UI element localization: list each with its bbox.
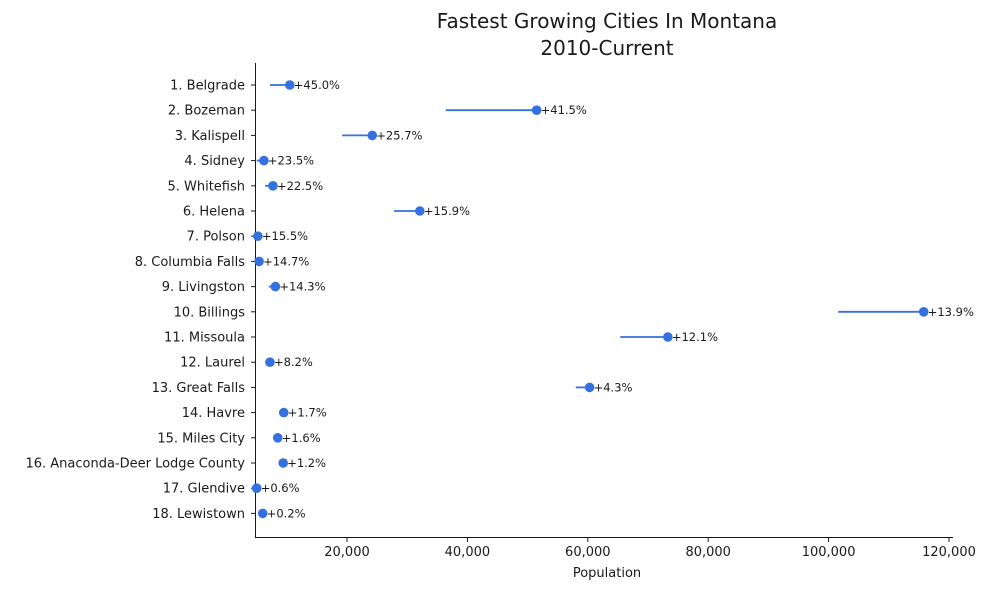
category-label: 14. Havre (182, 406, 245, 421)
current-population-point (663, 332, 673, 342)
growth-percent-label: +8.2% (274, 355, 313, 369)
current-population-point (268, 181, 278, 191)
category-label: 3. Kalispell (175, 129, 245, 144)
current-population-point (265, 357, 275, 368)
x-tick-label: 40,000 (445, 545, 491, 560)
current-population-point (257, 508, 268, 519)
growth-percent-label: +41.5% (541, 103, 587, 117)
growth-percent-label: +13.9% (928, 305, 974, 319)
x-tick-label: 60,000 (565, 545, 611, 560)
growth-percent-label: +23.5% (268, 154, 314, 168)
growth-percent-label: +1.6% (282, 431, 321, 445)
x-axis-ticks: 20,000 40,000 60,000 80,000 100,000 120,000 (324, 537, 976, 560)
category-label: 4. Sidney (184, 154, 245, 169)
x-axis-title: Population (573, 566, 641, 581)
y-axis-ticks: 1. Belgrade 2. Bozeman 3. Kalispell 4. Sidn… (25, 79, 256, 522)
category-label: 15. Miles City (157, 431, 245, 446)
category-label: 8. Columbia Falls (135, 255, 246, 270)
x-tick-label: 100,000 (802, 545, 856, 560)
growth-percent-label: +14.7% (263, 254, 309, 268)
category-label: 5. Whitefish (167, 179, 245, 194)
growth-percent-label: +25.7% (376, 128, 422, 142)
current-population-point (259, 155, 269, 166)
growth-percent-label: +0.6% (261, 481, 300, 495)
growth-percent-label: +14.3% (279, 280, 325, 294)
growth-percent-label: +1.2% (287, 456, 326, 470)
growth-percent-label: +15.5% (262, 229, 308, 243)
category-label: 16. Anaconda-Deer Lodge County (25, 457, 245, 472)
chart-title-line-1: Fastest Growing Cities In Montana (437, 9, 777, 33)
growth-percent-label: +45.0% (294, 78, 340, 92)
category-label: 13. Great Falls (152, 381, 246, 396)
category-label: 12. Laurel (180, 356, 245, 371)
current-population-point (367, 130, 378, 141)
growth-percent-label: +0.2% (267, 506, 306, 520)
current-population-point (584, 382, 595, 393)
current-population-point (285, 80, 295, 90)
growth-percent-label: +22.5% (277, 179, 323, 193)
growth-percent-label: +1.7% (288, 406, 327, 420)
category-label: 7. Polson (187, 230, 245, 245)
current-population-point (415, 206, 425, 216)
x-tick-label: 120,000 (922, 545, 976, 560)
current-population-point (278, 458, 288, 468)
current-population-point (918, 307, 929, 317)
current-population-point (254, 256, 264, 267)
current-population-point (251, 483, 262, 494)
current-population-point (278, 407, 289, 418)
category-label: 18. Lewistown (152, 507, 245, 522)
category-label: 11. Missoula (164, 331, 245, 346)
current-population-point (270, 281, 281, 292)
growth-percent-label: +15.9% (424, 204, 470, 218)
category-label: 10. Billings (174, 305, 246, 320)
category-label: 9. Livingston (162, 280, 245, 295)
current-population-point (253, 231, 263, 241)
current-population-point (272, 433, 283, 443)
growth-percent-label: +4.3% (594, 380, 633, 394)
category-label: 1. Belgrade (170, 79, 245, 94)
x-tick-label: 80,000 (685, 545, 731, 560)
current-population-point (531, 105, 542, 115)
growth-percent-label: +12.1% (672, 330, 718, 344)
x-tick-label: 20,000 (324, 545, 370, 560)
dumbbell-marks: +45.0% +41.5% +25.7% +23.5% +22.5% +15.9% +15.… (251, 78, 974, 520)
category-label: 17. Glendive (163, 482, 245, 497)
category-label: 6. Helena (183, 205, 245, 220)
category-label: 2. Bozeman (168, 104, 245, 119)
chart-title-line-2: 2010-Current (540, 36, 673, 60)
